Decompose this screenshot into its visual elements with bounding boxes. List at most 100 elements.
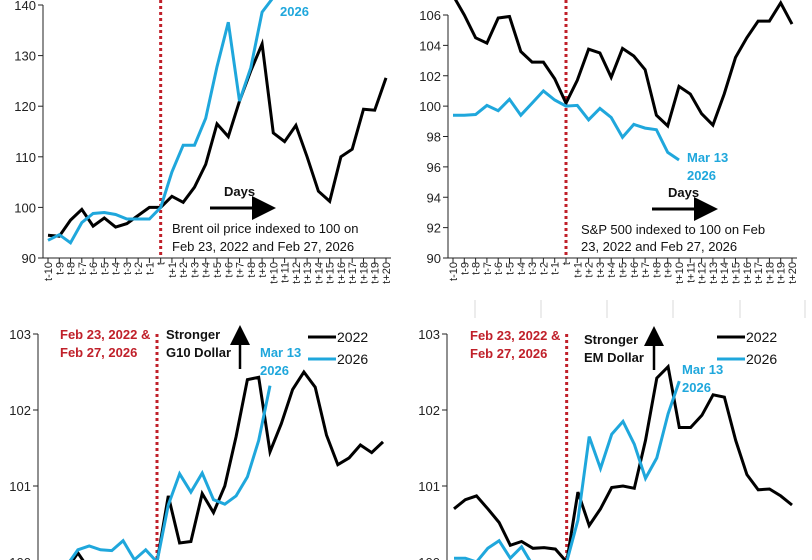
- series-line-2022: [47, 38, 388, 238]
- x-tick-label: t+13: [708, 262, 720, 284]
- y-tick-label: 100: [14, 200, 36, 215]
- em-legend-2022: 2022: [746, 329, 777, 345]
- x-tick-label: t+6: [629, 262, 641, 278]
- x-tick-label: t-3: [122, 262, 134, 275]
- x-tick-label: t-1: [144, 262, 156, 275]
- em-end-label-line1: Mar 13: [682, 362, 723, 377]
- x-tick-label: t+6: [223, 262, 235, 278]
- brent-2026-end-label: 2026: [280, 4, 309, 19]
- g10-direction-line1: Stronger: [166, 327, 220, 342]
- panel-g10-annotations: Feb 23, 2022 & Feb 27, 2026 Stronger G10…: [60, 325, 368, 378]
- y-tick-label: 140: [14, 0, 36, 13]
- x-tick-label: t+3: [595, 262, 607, 278]
- x-tick-label: t-3: [527, 262, 539, 275]
- g10-end-label-line2: 2026: [260, 363, 289, 378]
- x-tick-label: t-10: [448, 262, 460, 281]
- panel-em-annotations: Feb 23, 2022 & Feb 27, 2026 Stronger EM …: [470, 326, 777, 395]
- x-tick-label: t+17: [753, 262, 765, 284]
- y-tick-label: 101: [418, 479, 440, 494]
- x-tick-label: t-10: [43, 262, 55, 281]
- sp500-note-line1: S&P 500 indexed to 100 on Feb: [581, 222, 765, 237]
- x-tick-label: t: [156, 262, 168, 265]
- g10-event-line1: Feb 23, 2022 &: [60, 327, 150, 342]
- y-tick-label: 96: [427, 160, 441, 175]
- x-tick-label: t+15: [731, 262, 743, 284]
- series-line-2022: [453, 363, 793, 560]
- brent-days-label: Days: [224, 184, 255, 199]
- x-tick-label: t+18: [764, 262, 776, 284]
- em-event-line2: Feb 27, 2026: [470, 346, 547, 361]
- em-end-label-line2: 2026: [682, 380, 711, 395]
- y-tick-label: 120: [14, 99, 36, 114]
- y-tick-label: 100: [418, 555, 440, 560]
- y-tick-label: 130: [14, 49, 36, 64]
- x-tick-label: t+7: [640, 262, 652, 278]
- x-tick-label: t+7: [235, 262, 247, 278]
- y-tick-label: 94: [427, 190, 441, 205]
- x-tick-label: t-7: [77, 262, 89, 275]
- x-tick-label: t-4: [516, 262, 528, 275]
- x-tick-label: t-4: [111, 262, 123, 275]
- y-tick-label: 102: [9, 403, 31, 418]
- y-tick-label: 106: [419, 8, 441, 23]
- panel-em: 100 101 102 103: [418, 327, 793, 560]
- x-tick-label: t+18: [358, 262, 370, 284]
- g10-legend-2026: 2026: [337, 351, 368, 367]
- x-tick-label: t-6: [493, 262, 505, 275]
- panel-sp500-annotations: Mar 13 2026 Days S&P 500 indexed to 100 …: [581, 150, 765, 254]
- y-tick-label: 102: [419, 69, 441, 84]
- x-tick-label: t+20: [787, 262, 799, 284]
- brent-note-line1: Brent oil price indexed to 100 on: [172, 221, 358, 236]
- x-tick-label: t+8: [651, 262, 663, 278]
- x-tick-label: t-5: [99, 262, 111, 275]
- x-tick-label: t+1: [572, 262, 584, 278]
- em-event-line1: Feb 23, 2022 &: [470, 328, 560, 343]
- sp500-end-label-line1: Mar 13: [687, 150, 728, 165]
- y-tick-label: 92: [427, 221, 441, 236]
- g10-event-line2: Feb 27, 2026: [60, 345, 137, 360]
- y-tick-label: 103: [418, 327, 440, 342]
- series-line-2026: [47, 0, 274, 246]
- x-tick-label: t+19: [370, 262, 382, 284]
- x-tick-label: t+3: [189, 262, 201, 278]
- x-tick-label: t+16: [742, 262, 754, 284]
- x-tick-label: t+17: [347, 262, 359, 284]
- series-line-2026: [454, 380, 681, 560]
- sp500-end-label-line2: 2026: [687, 168, 716, 183]
- y-tick-label: 101: [9, 479, 31, 494]
- x-tick-label: t-8: [471, 262, 483, 275]
- x-tick-label: t-9: [459, 262, 471, 275]
- series-line-2022: [453, 0, 794, 129]
- x-tick-label: t+11: [280, 262, 292, 283]
- y-tick-label: 104: [419, 38, 441, 53]
- y-tick-label: 110: [15, 150, 36, 165]
- x-tick-label: t+10: [674, 262, 686, 284]
- series-line-2022: [71, 369, 385, 560]
- x-tick-label: t-8: [66, 262, 78, 275]
- g10-legend-2022: 2022: [337, 329, 368, 345]
- sp500-days-label: Days: [668, 185, 699, 200]
- x-tick-label: t-2: [538, 262, 550, 275]
- g10-direction-line2: G10 Dollar: [166, 345, 231, 360]
- series-line-2026: [68, 385, 272, 560]
- x-tick-label: t-9: [54, 262, 66, 275]
- em-legend-2026: 2026: [746, 351, 777, 367]
- x-tick-label: t-5: [505, 262, 517, 275]
- x-tick-label: t+13: [302, 262, 314, 284]
- y-tick-label: 103: [9, 327, 31, 342]
- faint-gridlines: [474, 300, 806, 318]
- panel-g10: 100 101 102 103: [9, 327, 385, 560]
- series-line-2026: [453, 88, 680, 162]
- x-tick-label: t+15: [325, 262, 337, 284]
- x-tick-label: t+11: [685, 262, 697, 283]
- y-tick-label: 90: [22, 251, 36, 266]
- x-tick-label: t+9: [257, 262, 269, 278]
- em-direction-line1: Stronger: [584, 332, 638, 347]
- x-tick-label: t+4: [606, 262, 618, 278]
- x-tick-label: t+5: [618, 262, 630, 278]
- x-tick-label: t+2: [178, 262, 190, 278]
- x-tick-label: t+2: [584, 262, 596, 278]
- x-tick-label: t+10: [268, 262, 280, 284]
- x-tick-label: t+9: [663, 262, 675, 278]
